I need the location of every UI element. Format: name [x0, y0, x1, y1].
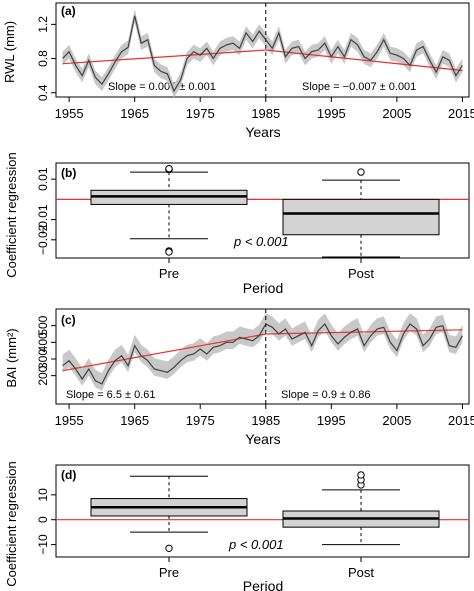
panel-d-coefficient-boxplot: (d) Coefficient regression Period p < 0.…: [4, 461, 470, 591]
confidence-band: [62, 313, 463, 391]
panel-d-ylabel: Coefficient regression: [4, 461, 19, 587]
x-tick-label: 2015: [448, 413, 474, 428]
panel-b-ylabel: Coefficient regression: [4, 152, 19, 278]
x-tick-label: 1965: [120, 413, 149, 428]
box-post: [282, 198, 440, 236]
x-tick-label: 1975: [186, 106, 215, 121]
panel-d-xlabel: Period: [243, 578, 283, 591]
x-tick-label: 2005: [382, 413, 411, 428]
y-tick-label: 300: [36, 349, 50, 369]
y-tick-label: 200: [36, 365, 50, 385]
confidence-band: [62, 9, 463, 98]
panel-c-ylabel: BAI (mm²): [4, 328, 19, 387]
x-tick-label: Post: [348, 565, 374, 580]
x-tick-label: 1985: [251, 106, 280, 121]
y-tick-label: 0.4: [36, 84, 50, 101]
y-tick-label: −10: [36, 534, 50, 555]
series-line: [62, 323, 463, 385]
x-tick-label: Pre: [159, 266, 179, 281]
y-tick-label: 400: [36, 332, 50, 352]
panel-c-frame: [55, 308, 470, 405]
y-tick-label: 10: [36, 488, 50, 502]
y-tick-label: 0.8: [36, 50, 50, 67]
x-tick-label: 2015: [448, 106, 474, 121]
panel-c-slope-pre: Slope = 6.5 ± 0.61: [66, 389, 156, 401]
outlier-point: [165, 544, 173, 552]
trend-line-pre: [62, 333, 266, 372]
panel-a-slope-pre: Slope = 0.005 ± 0.001: [108, 81, 216, 93]
y-tick-label: −0.02: [36, 224, 50, 255]
panel-d-pvalue: p < 0.001: [228, 537, 284, 552]
panel-a-label: (a): [61, 4, 76, 18]
panel-c-slope-post: Slope = 0.9 ± 0.86: [281, 389, 371, 401]
x-tick-label: 1965: [120, 106, 149, 121]
trend-line-post: [265, 49, 463, 72]
panel-b-pvalue: p < 0.001: [233, 234, 289, 249]
x-tick-label: 2005: [382, 106, 411, 121]
panel-c-label: (c): [61, 313, 76, 327]
trend-line-post: [265, 329, 463, 335]
panel-d-label: (d): [61, 468, 76, 482]
panel-a-frame: [55, 2, 470, 98]
x-tick-label: Post: [348, 266, 374, 281]
panel-b-xlabel: Period: [243, 280, 283, 296]
panel-a-xlabel: Years: [245, 124, 280, 140]
outlier-point: [165, 248, 173, 256]
x-tick-label: 1955: [55, 413, 84, 428]
series-line: [62, 15, 463, 93]
x-tick-label: Pre: [159, 565, 179, 580]
panel-b-frame: [55, 162, 470, 259]
panel-a-slope-post: Slope = −0.007 ± 0.001: [302, 81, 416, 93]
panel-b-coefficient-boxplot: (b) Coefficient regression Period p < 0.…: [4, 152, 470, 296]
y-tick-label: −0.01: [36, 204, 50, 235]
panel-a-ylabel: RWL (mm): [2, 21, 17, 83]
panel-d-frame: [55, 464, 470, 558]
x-tick-label: 1975: [186, 413, 215, 428]
x-tick-label: 1955: [55, 106, 84, 121]
x-tick-label: 1995: [317, 413, 346, 428]
y-tick-label: 0: [36, 516, 50, 523]
x-tick-label: 1985: [251, 413, 280, 428]
panel-c-bai-line-chart: (c) BAI (mm²) Years Slope = 6.5 ± 0.61 S…: [4, 308, 474, 447]
y-tick-label: 0.01: [36, 167, 50, 191]
y-tick-label: 1.2: [36, 16, 50, 33]
panel-b-label: (b): [61, 166, 76, 180]
outlier-point: [165, 164, 173, 173]
panel-a-rwl-line-chart: (a) RWL (mm) Years Slope = 0.005 ± 0.001…: [2, 2, 474, 140]
outlier-point: [357, 168, 365, 176]
x-tick-label: 1995: [317, 106, 346, 121]
trend-line-pre: [62, 49, 266, 65]
y-tick-label: 500: [36, 315, 50, 335]
panel-c-xlabel: Years: [245, 431, 280, 447]
outlier-point: [357, 471, 365, 479]
